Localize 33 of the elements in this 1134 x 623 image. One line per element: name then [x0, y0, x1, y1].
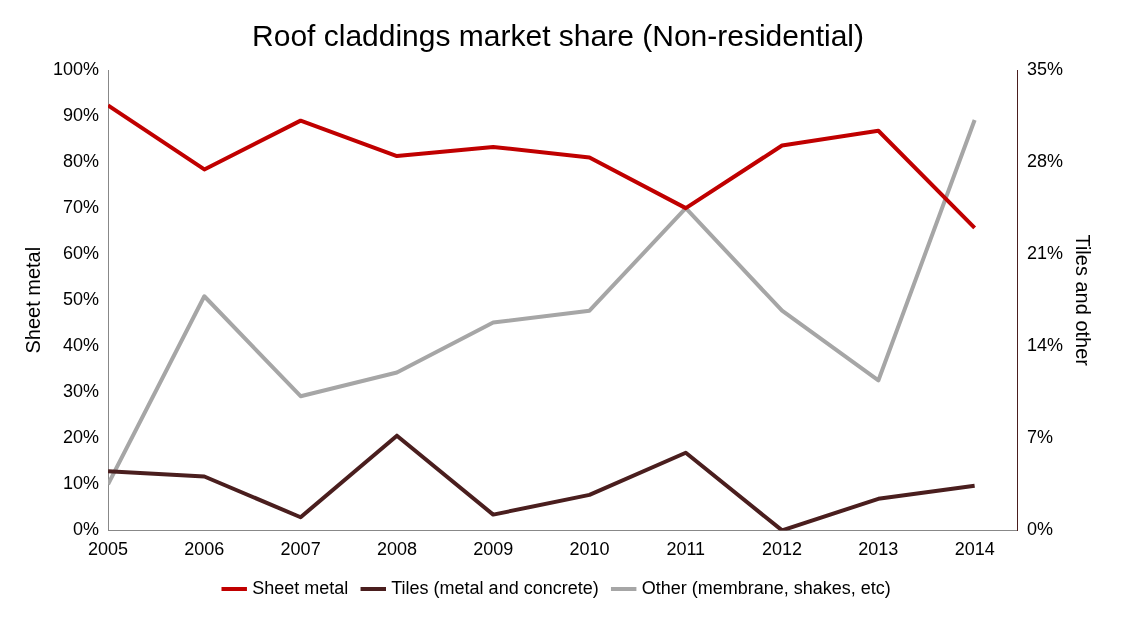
y2-tick-label: 35%	[1026, 58, 1063, 79]
y2-axis-title: Tiles and other	[1072, 234, 1095, 367]
x-tick-label: 2010	[569, 539, 610, 560]
x-tick-label: 2012	[762, 539, 803, 560]
y-tick-label: 40%	[63, 335, 100, 356]
legend-label: Sheet metal	[252, 577, 349, 598]
x-tick-label: 2005	[88, 539, 129, 560]
y2-tick-label: 21%	[1026, 243, 1063, 264]
y-tick-label: 70%	[63, 197, 100, 218]
x-tick-label: 2008	[376, 539, 417, 560]
x-tick-label: 2009	[473, 539, 514, 560]
y-axis-title: Sheet metal	[21, 246, 44, 354]
y-tick-label: 60%	[63, 243, 100, 264]
y2-tick-label: 7%	[1026, 427, 1053, 448]
x-tick-label: 2007	[280, 539, 321, 560]
y-tick-label: 80%	[63, 151, 100, 172]
legend-label: Tiles (metal and concrete)	[391, 577, 599, 598]
chart-title: Roof claddings market share (Non-residential)	[252, 19, 864, 53]
x-tick-label: 2013	[858, 539, 899, 560]
x-tick-label: 2006	[184, 539, 225, 560]
y2-tick-label: 14%	[1026, 335, 1063, 356]
x-tick-label: 2011	[666, 539, 706, 560]
y-tick-label: 50%	[63, 289, 100, 310]
y-tick-label: 0%	[73, 519, 100, 540]
y2-tick-label: 28%	[1026, 151, 1063, 172]
y2-tick-label: 0%	[1026, 519, 1053, 540]
y-tick-label: 100%	[52, 58, 100, 79]
y-tick-label: 30%	[63, 381, 100, 402]
y-tick-label: 10%	[63, 473, 100, 494]
y-tick-label: 90%	[63, 105, 100, 126]
y-tick-label: 20%	[63, 427, 100, 448]
x-tick-label: 2014	[954, 539, 995, 560]
legend-label: Other (membrane, shakes, etc)	[641, 577, 891, 598]
